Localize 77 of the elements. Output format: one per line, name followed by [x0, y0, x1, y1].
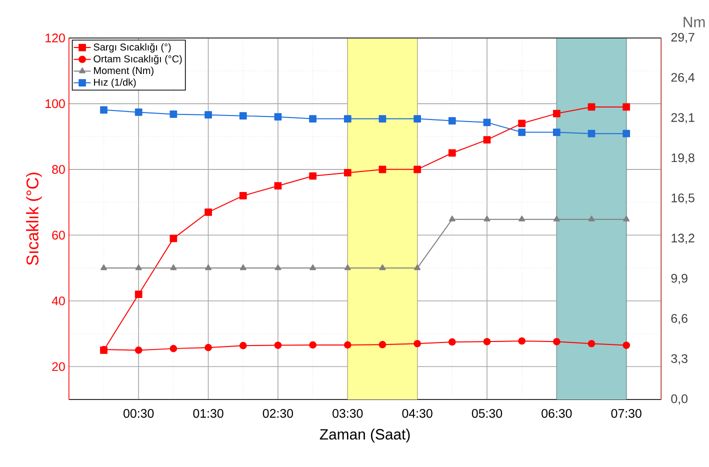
- y2-tick-label: 9,9: [671, 274, 688, 284]
- point: [134, 346, 142, 354]
- point: [414, 340, 421, 348]
- point: [552, 128, 560, 136]
- y-tick-label: 60: [52, 230, 65, 240]
- y2-tick-label: 23,1: [671, 112, 694, 124]
- y2-tick-label: 0,0: [671, 394, 688, 404]
- point: [204, 344, 212, 352]
- point: [622, 130, 630, 138]
- legend-label: Hız (1/dk): [94, 78, 136, 88]
- point: [588, 130, 596, 138]
- point: [378, 114, 386, 122]
- point: [204, 208, 212, 216]
- x-tick-label: 06:30: [542, 408, 572, 418]
- y-tick-label: 80: [52, 164, 65, 174]
- point: [274, 112, 282, 120]
- point: [448, 338, 456, 346]
- point: [309, 114, 316, 122]
- point: [274, 341, 282, 349]
- point: [309, 172, 316, 180]
- point: [588, 340, 596, 348]
- point: [239, 342, 247, 350]
- point: [414, 114, 421, 122]
- point: [414, 166, 421, 173]
- point: [552, 338, 560, 346]
- x-axis-title: Zaman (Saat): [320, 428, 410, 442]
- point: [170, 234, 178, 242]
- y-tick-label: 120: [46, 33, 65, 42]
- point: [239, 192, 247, 200]
- point: [483, 338, 491, 346]
- x-tick-label: 03:30: [332, 408, 363, 418]
- x-tick-label: 05:30: [472, 408, 502, 418]
- point: [518, 337, 526, 344]
- x-tick-label: 00:30: [124, 408, 154, 418]
- point: [378, 166, 386, 173]
- point: [378, 340, 386, 348]
- point: [344, 168, 352, 176]
- point: [134, 108, 142, 116]
- legend-label: Sargı Sıcaklığı (°): [94, 42, 171, 52]
- y2-tick-label: 29,7: [671, 32, 694, 43]
- y2-tick-label: 6,6: [671, 314, 688, 324]
- y-tick-label: 20: [52, 362, 65, 371]
- point: [170, 110, 178, 118]
- point: [309, 341, 316, 348]
- y2-tick-label: 3,3: [671, 354, 688, 364]
- y2-tick-label: 26,4: [671, 72, 695, 84]
- x-tick-label: 01:30: [193, 408, 224, 418]
- x-tick-label: 07:30: [611, 408, 642, 418]
- point: [274, 182, 282, 190]
- point: [483, 136, 491, 144]
- point: [518, 128, 526, 136]
- y-tick-label: 100: [46, 99, 65, 108]
- point: [483, 118, 491, 126]
- point: [344, 114, 352, 122]
- point: [448, 149, 456, 156]
- y-axis-title: Sıcaklık (°C): [26, 172, 42, 265]
- y2-tick-label: 13,2: [672, 233, 694, 244]
- x-tick-label: 04:30: [402, 408, 432, 418]
- y2-axis-title: Nm: [684, 16, 705, 27]
- point: [204, 110, 212, 118]
- y2-tick-label: 19,8: [672, 153, 694, 164]
- y2-tick-label: 16,5: [672, 193, 694, 204]
- point: [134, 290, 142, 298]
- x-tick-label: 02:30: [262, 408, 294, 418]
- point: [170, 344, 178, 352]
- point: [448, 116, 456, 124]
- point: [518, 120, 526, 127]
- y-tick-label: 40: [52, 296, 65, 306]
- point: [622, 341, 630, 349]
- point: [552, 110, 560, 118]
- point: [239, 112, 247, 120]
- legend-label: Ortam Sıcaklığı (°C): [94, 54, 182, 64]
- point: [100, 106, 108, 114]
- point: [622, 103, 630, 110]
- legend-label: Moment (Nm): [94, 66, 154, 76]
- point: [588, 103, 596, 110]
- point: [344, 341, 352, 348]
